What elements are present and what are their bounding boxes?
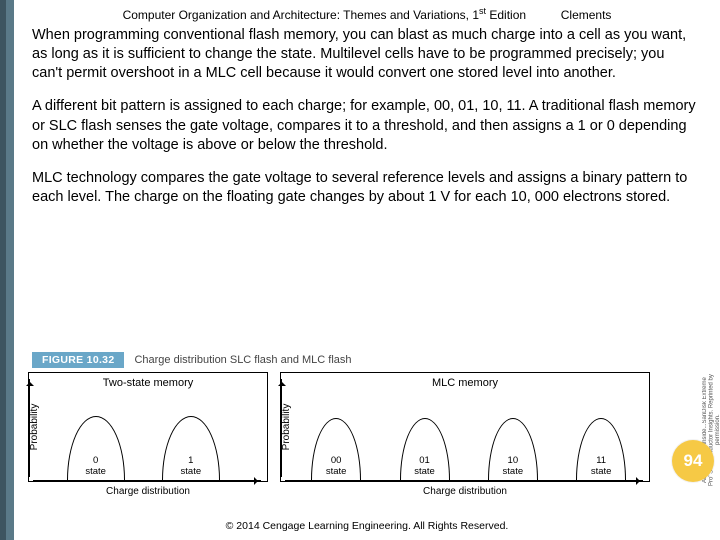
x-axis-right	[285, 480, 643, 481]
figure-badge: FIGURE 10.32	[32, 352, 124, 368]
slide: Computer Organization and Architecture: …	[0, 0, 720, 540]
y-axis-right	[281, 379, 282, 477]
chart-slc-title: Two-state memory	[103, 377, 193, 389]
book-title: Computer Organization and Architecture: …	[123, 8, 530, 22]
state-label: 11state	[581, 455, 621, 477]
y-axis-left	[29, 379, 30, 477]
edition-after: Edition	[486, 8, 526, 22]
edition-sup: st	[479, 6, 486, 16]
copyright-footer: © 2014 Cengage Learning Engineering. All…	[14, 520, 720, 532]
chart-slc: Probability Charge distribution Two-stat…	[28, 372, 268, 482]
x-axis-left	[33, 480, 261, 481]
figure-label-bar: FIGURE 10.32 Charge distribution SLC fla…	[28, 350, 720, 372]
book-title-text: Computer Organization and Architecture: …	[123, 8, 479, 22]
figure-caption: Charge distribution SLC flash and MLC fl…	[134, 354, 351, 366]
state-label: 00state	[316, 455, 356, 477]
chart-mlc: Probability Charge distribution MLC memo…	[280, 372, 650, 482]
paragraph-2: A different bit pattern is assigned to e…	[32, 97, 698, 154]
ylabel-right: Probability	[281, 404, 292, 451]
paragraph-3: MLC technology compares the gate voltage…	[32, 169, 698, 207]
page-number-badge: 94	[672, 440, 714, 482]
paragraph-1: When programming conventional flash memo…	[32, 26, 698, 83]
slide-body: When programming conventional flash memo…	[14, 26, 720, 207]
xlabel-right: Charge distribution	[423, 486, 507, 497]
state-label: 0state	[76, 455, 116, 477]
state-label: 1state	[171, 455, 211, 477]
xlabel-left: Charge distribution	[106, 486, 190, 497]
page-number: 94	[684, 451, 703, 471]
state-label: 01state	[405, 455, 445, 477]
slide-header: Computer Organization and Architecture: …	[14, 0, 720, 26]
author-name: Clements	[561, 8, 612, 22]
charts-row: Probability Charge distribution Two-stat…	[28, 372, 720, 488]
chart-mlc-title: MLC memory	[432, 377, 498, 389]
ylabel-left: Probability	[29, 404, 40, 451]
state-label: 10state	[493, 455, 533, 477]
figure: FIGURE 10.32 Charge distribution SLC fla…	[28, 350, 720, 488]
